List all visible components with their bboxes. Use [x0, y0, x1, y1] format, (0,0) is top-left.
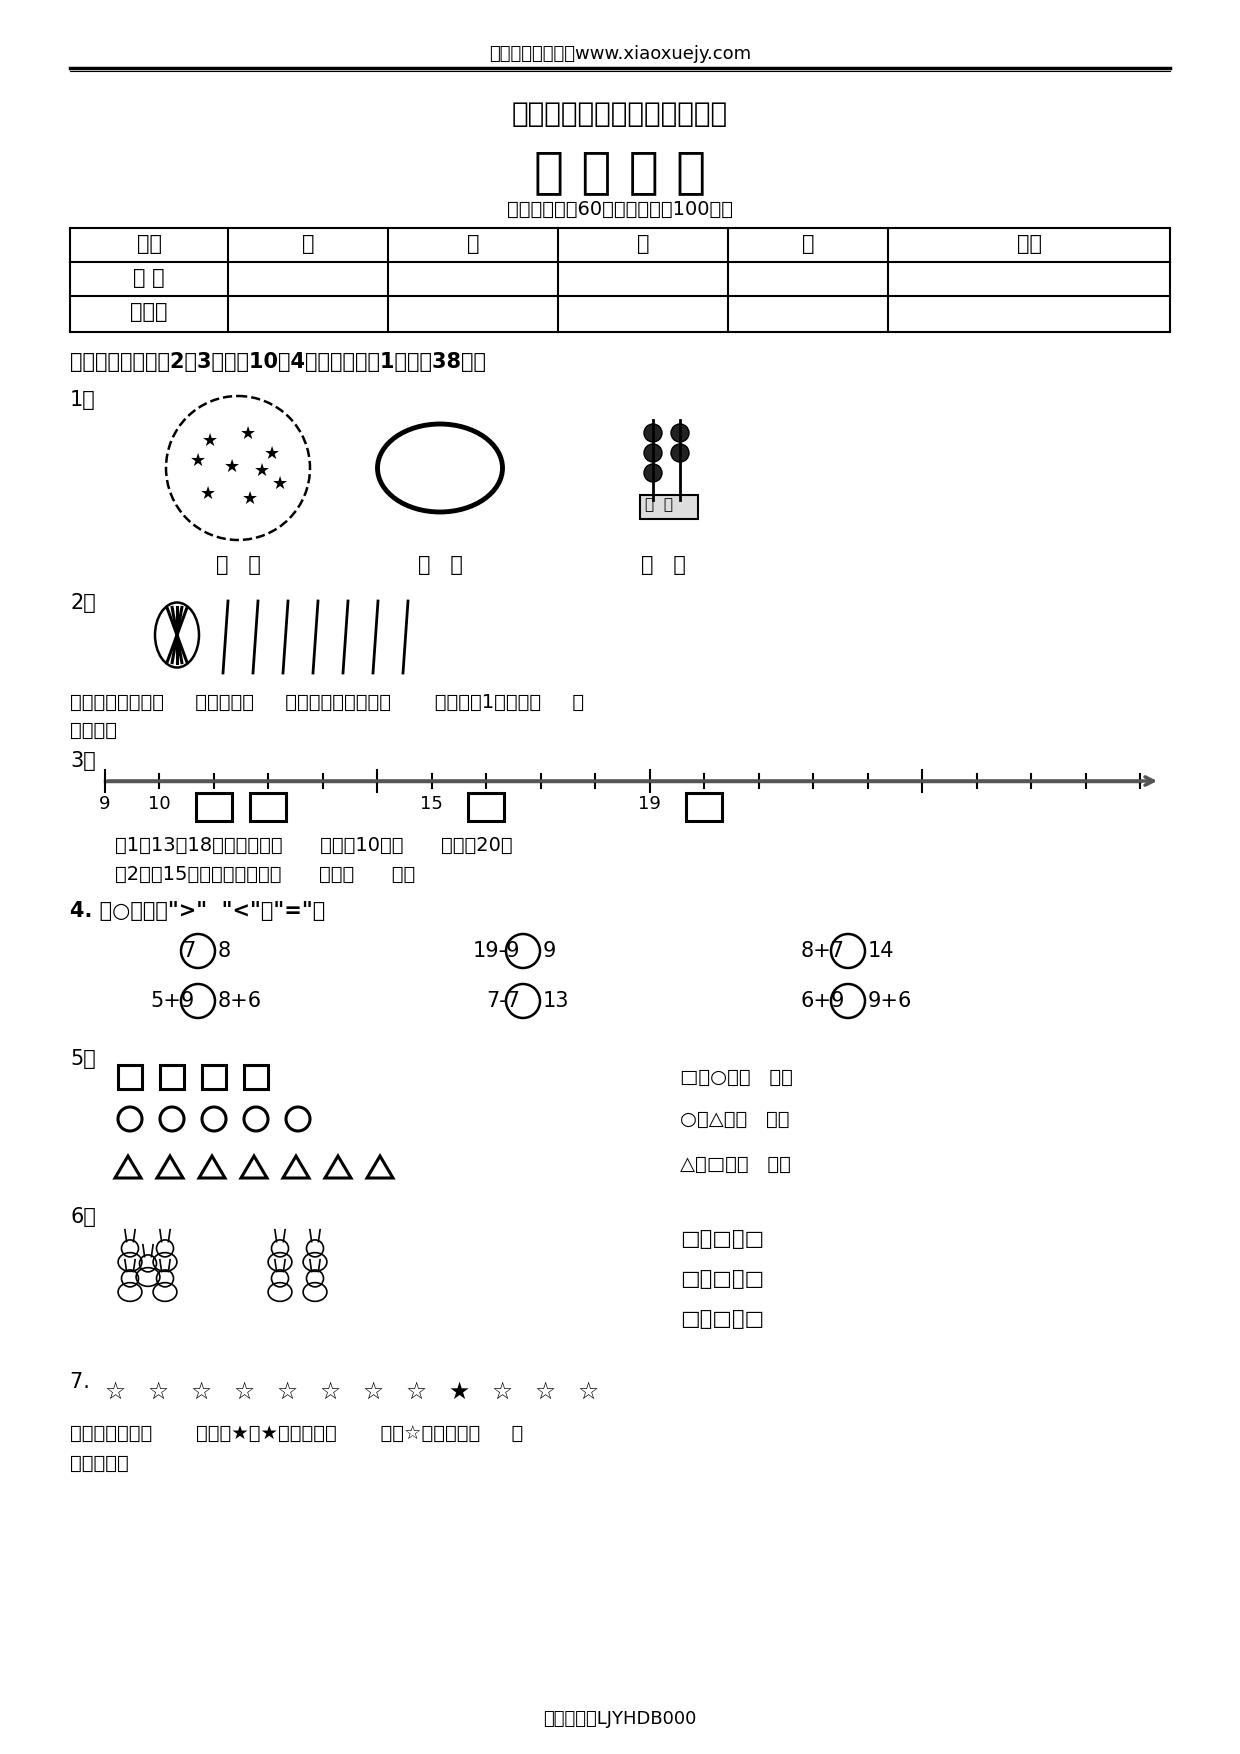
Text: 三: 三	[637, 233, 650, 254]
Text: 四: 四	[802, 233, 815, 254]
Text: 7: 7	[182, 940, 195, 961]
Text: ★: ★	[242, 489, 258, 509]
Text: 数 学 试 题: 数 学 试 题	[534, 147, 706, 196]
Text: 19: 19	[639, 795, 661, 814]
Text: 得 分: 得 分	[133, 268, 165, 288]
Text: 7.: 7.	[69, 1372, 97, 1393]
Text: 5+9: 5+9	[151, 991, 195, 1010]
Text: □－□＝□: □－□＝□	[680, 1268, 764, 1289]
Bar	[118, 1065, 143, 1089]
Circle shape	[644, 465, 662, 482]
Text: 15: 15	[420, 795, 443, 814]
Text: 8: 8	[218, 940, 231, 961]
Text: ○比△少（   ）个: ○比△少（ ）个	[680, 1110, 790, 1128]
Text: ★: ★	[200, 486, 216, 503]
Text: 总分: 总分	[1017, 233, 1042, 254]
Text: 9: 9	[543, 940, 557, 961]
Text: 19-9: 19-9	[472, 940, 520, 961]
Text: 8+7: 8+7	[801, 940, 844, 961]
Text: 核分人: 核分人	[130, 302, 167, 323]
Text: 小学学习资料站：www.xiaoxuejy.com: 小学学习资料站：www.xiaoxuejy.com	[489, 46, 751, 63]
Text: 9: 9	[99, 795, 110, 814]
Text: 二: 二	[466, 233, 479, 254]
Text: 2。: 2。	[69, 593, 95, 612]
Text: 一: 一	[301, 233, 314, 254]
Text: （   ）: （ ）	[418, 554, 463, 575]
Text: ★: ★	[449, 1380, 470, 1403]
Text: ★: ★	[272, 475, 288, 493]
Bar	[640, 495, 698, 519]
Text: 9+6: 9+6	[868, 991, 913, 1010]
Text: 老师微信：LJYHDB000: 老师微信：LJYHDB000	[543, 1710, 697, 1728]
Text: △比□多（   ）个: △比□多（ ）个	[680, 1154, 791, 1173]
Text: 8+6: 8+6	[218, 991, 262, 1010]
Text: 14: 14	[868, 940, 894, 961]
Bar	[686, 793, 722, 821]
Text: ☆: ☆	[233, 1380, 254, 1403]
Text: ☆: ☆	[320, 1380, 341, 1403]
Text: ★: ★	[202, 431, 218, 451]
Text: ☆: ☆	[277, 1380, 298, 1403]
Text: □比○少（   ）个: □比○少（ ）个	[680, 1068, 792, 1086]
Text: ☆: ☆	[405, 1380, 427, 1403]
Text: ☆: ☆	[148, 1380, 169, 1403]
Text: 6。: 6。	[69, 1207, 95, 1228]
Text: ★: ★	[224, 458, 241, 475]
Text: （   ）: （ ）	[216, 554, 260, 575]
Text: 5。: 5。	[69, 1049, 95, 1068]
Bar	[196, 793, 232, 821]
Text: □＋□＝□: □＋□＝□	[680, 1230, 764, 1249]
Circle shape	[671, 444, 689, 461]
Bar	[202, 1065, 226, 1089]
Text: ☆: ☆	[191, 1380, 212, 1403]
Text: ★: ★	[190, 453, 206, 470]
Text: 一、填一填。（第2题3分，第10题4分，其余每空1分，共38分）: 一、填一填。（第2题3分，第10题4分，其余每空1分，共38分）	[69, 353, 486, 372]
Text: 个五角星。: 个五角星。	[69, 1454, 129, 1473]
Text: （2）和15相邻的两个数是（      ）和（      ）。: （2）和15相邻的两个数是（ ）和（ ）。	[115, 865, 415, 884]
Bar	[250, 793, 286, 821]
Text: （   ）: （ ）	[641, 554, 686, 575]
Text: 6+9: 6+9	[801, 991, 844, 1010]
Text: 十  个: 十 个	[645, 496, 673, 512]
Text: □－□＝□: □－□＝□	[680, 1308, 764, 1330]
Text: 上面的小棒表示（     ）个十和（     ）个一，这个数是（       ）。再添1根就是（     ）: 上面的小棒表示（ ）个十和（ ）个一，这个数是（ ）。再添1根就是（ ）	[69, 693, 584, 712]
Text: 1。: 1。	[69, 389, 95, 410]
Text: ★: ★	[254, 461, 270, 481]
Text: 新人教版一年级期末调研测试: 新人教版一年级期末调研测试	[512, 100, 728, 128]
Text: 根小棒。: 根小棒。	[69, 721, 117, 740]
Text: ☆: ☆	[362, 1380, 383, 1403]
Bar	[244, 1065, 268, 1089]
Text: ☆: ☆	[578, 1380, 599, 1403]
Text: 10: 10	[148, 795, 171, 814]
Text: ☆: ☆	[104, 1380, 125, 1403]
Circle shape	[671, 424, 689, 442]
Text: ★: ★	[264, 446, 280, 463]
Text: ☆: ☆	[534, 1380, 556, 1403]
Text: 从右边起，第（       ）个是★，★的左边有（       ）个☆，一共有（     ）: 从右边起，第（ ）个是★，★的左边有（ ）个☆，一共有（ ）	[69, 1424, 523, 1444]
Text: ★: ★	[239, 424, 257, 444]
Circle shape	[644, 424, 662, 442]
Bar	[160, 1065, 184, 1089]
Bar	[469, 793, 505, 821]
Text: （1）13和18这两个数，（      ）接近10，（      ）接近20。: （1）13和18这两个数，（ ）接近10，（ ）接近20。	[115, 837, 512, 854]
Text: 4. 在○里填上">"  "<"或"="。: 4. 在○里填上">" "<"或"="。	[69, 902, 325, 921]
Text: 7-7: 7-7	[486, 991, 520, 1010]
Text: ☆: ☆	[491, 1380, 512, 1403]
Text: 3。: 3。	[69, 751, 95, 772]
Text: 题号: 题号	[136, 233, 161, 254]
Text: 13: 13	[543, 991, 569, 1010]
Circle shape	[644, 444, 662, 461]
Text: （考试时间：60分钟，总分：100分）: （考试时间：60分钟，总分：100分）	[507, 200, 733, 219]
